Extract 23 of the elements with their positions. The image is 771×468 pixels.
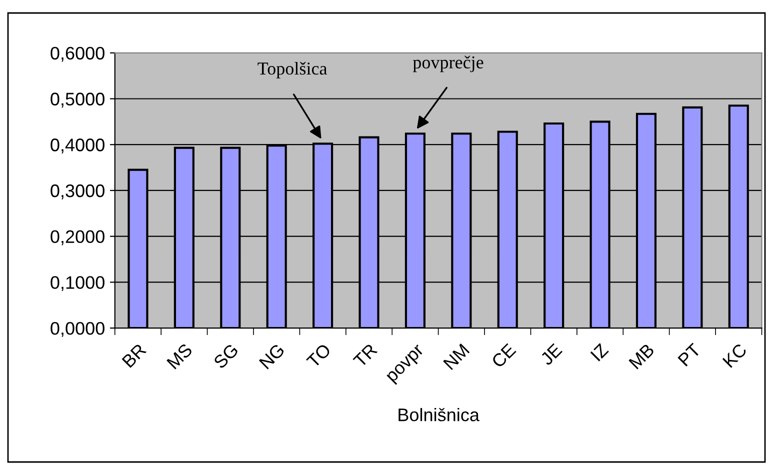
- y-tick-label: 0,5000: [50, 92, 104, 108]
- x-tick-label: IZ: [590, 342, 609, 362]
- y-tick-label: 0,3000: [50, 184, 104, 200]
- x-tick-label: TR: [352, 343, 378, 368]
- x-tick-label: BR: [122, 343, 147, 368]
- x-tick-label: MS: [166, 342, 193, 370]
- annotation: povprečje: [412, 56, 484, 72]
- annotation: Topolšica: [258, 62, 328, 78]
- x-tick-label: NM: [443, 343, 470, 370]
- y-tick-label: 0,1000: [50, 276, 104, 292]
- x-tick-label: JE: [540, 342, 563, 366]
- x-tick-label: NG: [258, 343, 286, 370]
- y-tick-label: 0,0000: [50, 322, 104, 337]
- x-tick-label: MB: [628, 343, 655, 370]
- x-tick-label: KC: [722, 342, 748, 368]
- y-tick-label: 0,4000: [50, 138, 104, 154]
- x-tick-label: PT: [678, 342, 702, 366]
- x-tick-label: TO: [306, 342, 332, 369]
- y-tick-label: 0,6000: [50, 46, 104, 62]
- x-axis-title: Bolnišnica: [398, 408, 480, 422]
- y-tick-label: 0,2000: [50, 230, 104, 246]
- x-tick-label: CE: [490, 342, 516, 368]
- x-tick-label: SG: [212, 343, 239, 370]
